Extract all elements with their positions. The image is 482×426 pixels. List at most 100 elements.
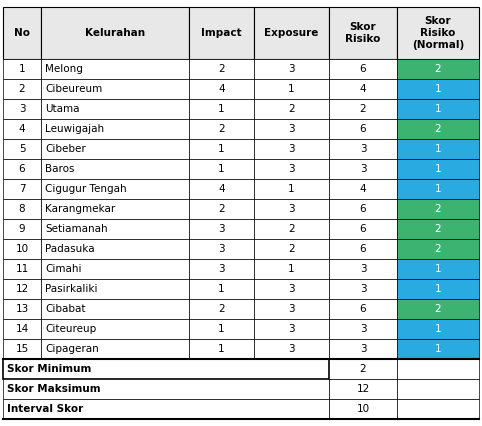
Bar [41, 259, 189, 279]
Bar [189, 239, 254, 259]
Text: 3: 3 [288, 64, 295, 74]
Text: 1: 1 [288, 84, 295, 94]
Text: Cibeureum: Cibeureum [45, 84, 102, 94]
Bar [254, 139, 329, 159]
Bar [189, 319, 254, 339]
Text: 3: 3 [360, 324, 366, 334]
Bar [3, 199, 41, 219]
Text: 3: 3 [288, 284, 295, 294]
Text: 6: 6 [360, 304, 366, 314]
Bar [254, 119, 329, 139]
Bar [189, 199, 254, 219]
Text: Interval Skor: Interval Skor [7, 404, 83, 414]
Bar [254, 7, 329, 59]
Text: 10: 10 [15, 244, 28, 254]
Bar [189, 159, 254, 179]
Text: Baros: Baros [45, 164, 75, 174]
Bar [397, 139, 479, 159]
Text: 3: 3 [360, 344, 366, 354]
Bar [41, 7, 189, 59]
Bar [254, 159, 329, 179]
Text: 2: 2 [218, 204, 225, 214]
Text: Skor
Risiko: Skor Risiko [345, 22, 381, 44]
Text: 1: 1 [218, 324, 225, 334]
Text: 3: 3 [218, 224, 225, 234]
Text: 10: 10 [356, 404, 370, 414]
Bar [329, 59, 397, 79]
Text: 3: 3 [288, 144, 295, 154]
Text: 3: 3 [19, 104, 26, 114]
Text: 3: 3 [360, 284, 366, 294]
Bar [189, 79, 254, 99]
Text: 2: 2 [435, 124, 442, 134]
Bar [397, 379, 479, 399]
Bar [329, 7, 397, 59]
Bar [3, 339, 41, 359]
Text: 1: 1 [435, 184, 442, 194]
Text: 3: 3 [288, 324, 295, 334]
Bar [254, 239, 329, 259]
Bar [329, 339, 397, 359]
Bar [397, 59, 479, 79]
Text: 2: 2 [435, 244, 442, 254]
Text: 2: 2 [288, 224, 295, 234]
Bar [329, 279, 397, 299]
Text: Utama: Utama [45, 104, 80, 114]
Text: 2: 2 [218, 124, 225, 134]
Bar [3, 99, 41, 119]
Text: 4: 4 [360, 184, 366, 194]
Text: Setiamanah: Setiamanah [45, 224, 107, 234]
Text: 3: 3 [360, 264, 366, 274]
Text: 2: 2 [19, 84, 26, 94]
Text: Cibeber: Cibeber [45, 144, 86, 154]
Text: Kelurahan: Kelurahan [85, 28, 145, 38]
Text: 2: 2 [218, 304, 225, 314]
Text: Skor
Risiko
(Normal): Skor Risiko (Normal) [412, 16, 464, 49]
Bar [254, 179, 329, 199]
Bar [397, 259, 479, 279]
Text: 7: 7 [19, 184, 26, 194]
Bar [189, 259, 254, 279]
Text: 6: 6 [19, 164, 26, 174]
Text: Karangmekar: Karangmekar [45, 204, 115, 214]
Bar [189, 339, 254, 359]
Bar [41, 179, 189, 199]
Bar [41, 339, 189, 359]
Text: 4: 4 [360, 84, 366, 94]
Text: 1: 1 [435, 164, 442, 174]
Bar [189, 139, 254, 159]
Bar [254, 319, 329, 339]
Text: 3: 3 [360, 164, 366, 174]
Text: 8: 8 [19, 204, 26, 214]
Text: 15: 15 [15, 344, 28, 354]
Text: 1: 1 [218, 164, 225, 174]
Bar [397, 339, 479, 359]
Text: 13: 13 [15, 304, 28, 314]
Bar [254, 339, 329, 359]
Bar [329, 319, 397, 339]
Bar [254, 199, 329, 219]
Text: 3: 3 [288, 344, 295, 354]
Text: 9: 9 [19, 224, 26, 234]
Text: Melong: Melong [45, 64, 83, 74]
Text: 1: 1 [435, 324, 442, 334]
Text: 1: 1 [218, 104, 225, 114]
Text: 2: 2 [218, 64, 225, 74]
Bar [3, 319, 41, 339]
Bar [329, 79, 397, 99]
Bar [41, 119, 189, 139]
Text: 6: 6 [360, 64, 366, 74]
Text: 1: 1 [218, 284, 225, 294]
Bar [397, 199, 479, 219]
Text: 5: 5 [19, 144, 26, 154]
Bar [329, 179, 397, 199]
Bar [3, 59, 41, 79]
Text: 11: 11 [15, 264, 28, 274]
Text: 1: 1 [435, 284, 442, 294]
Bar [189, 219, 254, 239]
Text: 1: 1 [435, 264, 442, 274]
Text: 1: 1 [288, 264, 295, 274]
Text: 2: 2 [435, 204, 442, 214]
Bar [3, 119, 41, 139]
Bar [254, 279, 329, 299]
